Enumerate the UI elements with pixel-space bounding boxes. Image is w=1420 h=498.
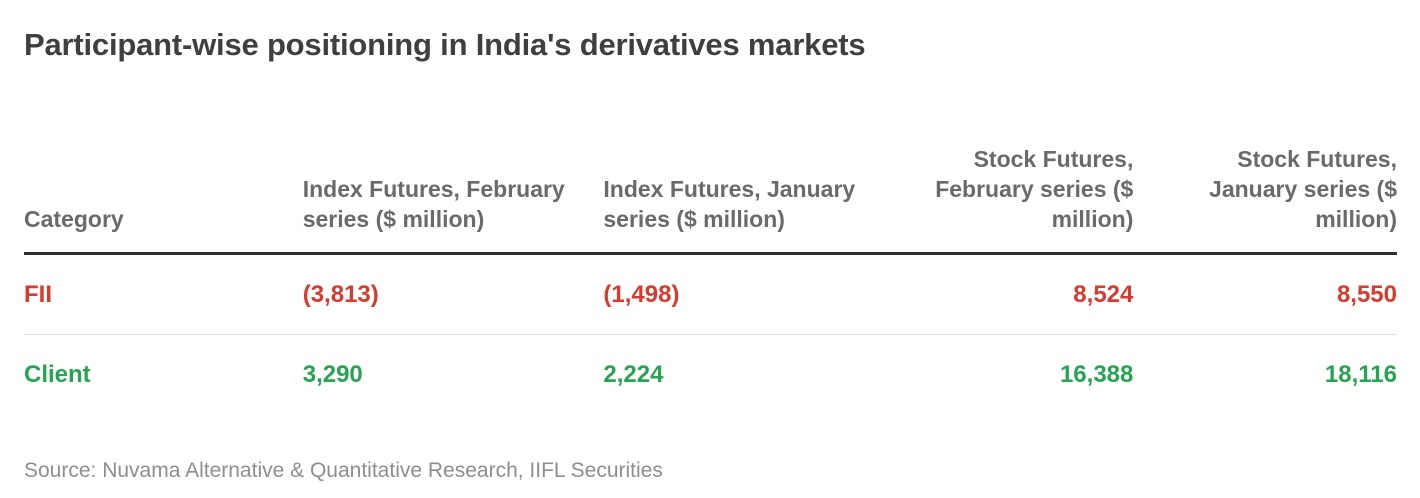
table-row-client: Client 3,290 2,224 16,388 18,116 — [24, 335, 1397, 415]
row-label-client: Client — [24, 361, 91, 388]
table-row-fii: FII (3,813) (1,498) 8,524 8,550 — [24, 254, 1397, 335]
fii-stock-futures-jan-value: 8,550 — [1336, 281, 1397, 308]
fii-index-futures-jan-value: (1,498) — [603, 281, 680, 308]
column-header-category: Category — [24, 206, 124, 232]
client-index-futures-jan-value: 2,224 — [603, 361, 664, 388]
chart-title: Participant-wise positioning in India's … — [24, 27, 866, 62]
table-header: Category Index Futures, February series … — [24, 144, 1397, 254]
fii-stock-futures-feb-value: 8,524 — [1073, 281, 1134, 308]
client-index-futures-feb-value: 3,290 — [302, 361, 363, 388]
source-attribution: Source: Nuvama Alternative & Quantitativ… — [24, 459, 663, 482]
client-stock-futures-feb-value: 16,388 — [1059, 361, 1134, 388]
column-header-stock-futures-jan: Stock Futures, January series ($ million… — [1209, 146, 1397, 232]
table-header-row: Category Index Futures, February series … — [24, 144, 1397, 254]
client-stock-futures-jan-value: 18,116 — [1324, 361, 1397, 388]
table-body: FII (3,813) (1,498) 8,524 8,550 Client 3… — [24, 254, 1397, 415]
column-header-stock-futures-feb: Stock Futures, February series ($ millio… — [935, 146, 1134, 232]
chart-container: Participant-wise positioning in India's … — [24, 27, 1397, 482]
column-header-index-futures-jan: Index Futures, January series ($ million… — [603, 176, 856, 232]
fii-index-futures-feb-value: (3,813) — [302, 281, 379, 308]
positioning-table: Category Index Futures, February series … — [24, 144, 1397, 414]
column-header-index-futures-feb: Index Futures, February series ($ millio… — [302, 176, 565, 232]
row-label-fii: FII — [24, 281, 52, 308]
